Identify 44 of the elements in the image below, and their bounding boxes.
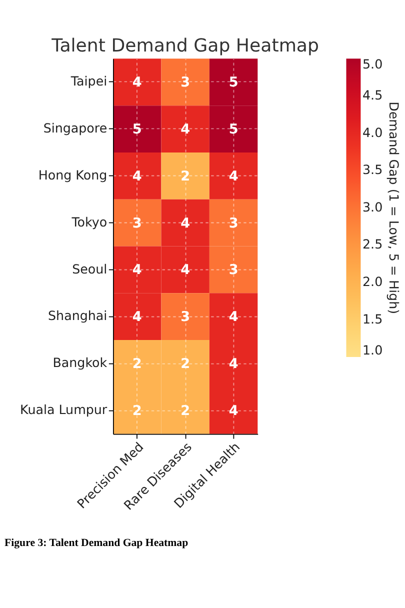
data-label: 3 (228, 262, 238, 278)
y-tick-label: Shanghai (48, 308, 108, 324)
data-label: 3 (180, 74, 190, 91)
data-label: 4 (132, 309, 142, 326)
y-tick-label: Tokyo (70, 214, 108, 230)
color-bar-label: 2.0 (362, 274, 383, 290)
data-label: 2 (132, 356, 142, 372)
data-label: 4 (180, 262, 190, 278)
y-tick-label: Seoul (72, 261, 108, 276)
data-label: 4 (228, 356, 238, 372)
data-label: 4 (132, 168, 142, 184)
color-bar-label: 4.0 (362, 124, 383, 140)
data-label: 4 (180, 122, 190, 138)
y-tick-label: Bangkok (52, 355, 108, 370)
data-label: 3 (132, 215, 142, 232)
data-label: 5 (132, 122, 142, 138)
data-label: 4 (132, 74, 142, 91)
data-label: 2 (180, 402, 190, 419)
data-label: 4 (132, 262, 142, 278)
data-label: 5 (228, 74, 238, 91)
data-label: 3 (228, 215, 238, 232)
y-tick-label: Taipei (70, 74, 108, 89)
data-label: 2 (180, 168, 190, 184)
y-tick-label: Singapore (43, 120, 108, 136)
data-label: 2 (132, 402, 142, 419)
color-bar-label: 1.0 (362, 342, 383, 358)
color-bar-label: 3.5 (362, 162, 383, 178)
color-bar-title: Demand Gap (1 = Low, 5 = High) (386, 102, 402, 314)
data-label: 4 (228, 309, 238, 326)
color-bar-label: 4.5 (362, 88, 383, 103)
data-label: 4 (228, 402, 238, 419)
color-bar-label: 3.0 (362, 199, 383, 214)
y-tick-label: Hong Kong (38, 168, 108, 183)
color-bar-label: 5.0 (362, 56, 383, 72)
data-label: 2 (180, 356, 190, 372)
data-label: 4 (180, 215, 190, 232)
y-tick-label: Kuala Lumpur (20, 402, 108, 418)
data-label: 4 (228, 168, 238, 184)
data-label: 5 (228, 122, 238, 138)
color-bar-label: 1.5 (362, 311, 383, 326)
color-bar-label: 2.5 (362, 236, 383, 252)
caption: Figure 3: Talent Demand Gap Heatmap (4, 536, 188, 549)
data-label: 3 (180, 309, 190, 326)
chart-title: Talent Demand Gap Heatmap (50, 35, 319, 56)
